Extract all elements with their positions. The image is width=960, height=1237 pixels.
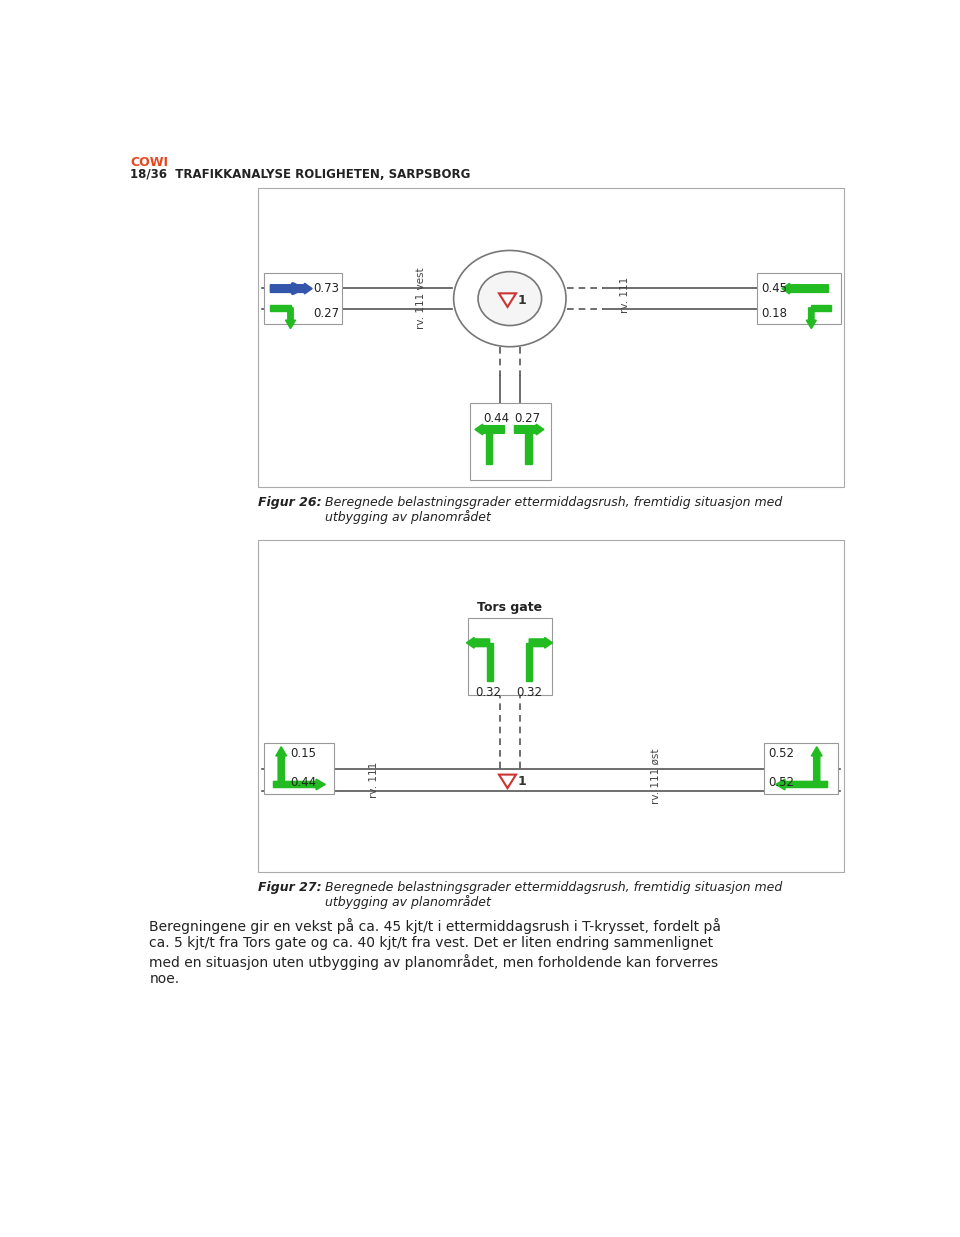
Bar <box>757 273 841 324</box>
FancyArrow shape <box>529 637 552 648</box>
Text: 0.44: 0.44 <box>291 777 317 789</box>
FancyArrow shape <box>525 429 532 464</box>
Text: Tors gate: Tors gate <box>477 601 542 614</box>
Bar <box>469 402 551 480</box>
Text: utbygging av planområdet: utbygging av planområdet <box>325 511 492 524</box>
FancyArrow shape <box>271 283 312 294</box>
Text: Beregnede belastningsgrader ettermiddagsrush, fremtidig situasjon med: Beregnede belastningsgrader ettermiddags… <box>325 882 782 894</box>
FancyArrow shape <box>515 424 544 435</box>
FancyArrow shape <box>526 643 532 682</box>
Text: 1: 1 <box>517 774 526 788</box>
Text: noe.: noe. <box>150 971 180 986</box>
FancyArrow shape <box>487 643 492 682</box>
Text: 0.18: 0.18 <box>761 307 788 319</box>
Polygon shape <box>499 293 516 307</box>
FancyArrow shape <box>781 283 828 294</box>
Text: med en situasjon uten utbygging av planområdet, men forholdende kan forverres: med en situasjon uten utbygging av plano… <box>150 954 719 970</box>
FancyArrow shape <box>811 747 822 785</box>
FancyArrow shape <box>274 779 325 790</box>
Text: 0.45: 0.45 <box>761 282 788 296</box>
Text: Figur 26:: Figur 26: <box>258 496 322 510</box>
Text: 1: 1 <box>517 293 526 307</box>
FancyArrow shape <box>806 308 816 329</box>
Text: rv. 111 vest: rv. 111 vest <box>416 267 425 329</box>
Text: 0.15: 0.15 <box>291 747 317 761</box>
FancyArrow shape <box>285 308 296 329</box>
Text: 0.32: 0.32 <box>516 685 542 699</box>
Text: rv. 111 øst: rv. 111 øst <box>651 748 660 804</box>
Text: Figur 27:: Figur 27: <box>258 882 322 894</box>
Text: 0.44: 0.44 <box>484 412 510 424</box>
FancyArrow shape <box>486 429 492 464</box>
Bar <box>258 188 844 487</box>
Bar <box>258 539 844 872</box>
Text: Beregnede belastningsgrader ettermiddagsrush, fremtidig situasjon med: Beregnede belastningsgrader ettermiddags… <box>325 496 782 510</box>
Ellipse shape <box>478 272 541 325</box>
Text: Beregningene gir en vekst på ca. 45 kjt/t i ettermiddagsrush i T-krysset, fordel: Beregningene gir en vekst på ca. 45 kjt/… <box>150 918 722 934</box>
Bar <box>264 273 342 324</box>
Text: rv. 111: rv. 111 <box>370 762 379 798</box>
Text: utbygging av planområdet: utbygging av planområdet <box>325 896 492 909</box>
FancyArrow shape <box>776 779 828 790</box>
FancyArrow shape <box>271 306 291 310</box>
Text: ca. 5 kjt/t fra Tors gate og ca. 40 kjt/t fra vest. Det er liten endring sammenl: ca. 5 kjt/t fra Tors gate og ca. 40 kjt/… <box>150 936 713 950</box>
Text: rv. 111: rv. 111 <box>619 277 630 313</box>
FancyArrow shape <box>475 424 504 435</box>
Text: 0.52: 0.52 <box>769 747 795 761</box>
Text: 18/36  TRAFIKKANALYSE ROLIGHETEN, SARPSBORG: 18/36 TRAFIKKANALYSE ROLIGHETEN, SARPSBO… <box>130 168 470 182</box>
Ellipse shape <box>454 250 566 346</box>
Text: 0.73: 0.73 <box>314 282 340 296</box>
Text: 0.32: 0.32 <box>476 685 502 699</box>
Text: 0.52: 0.52 <box>769 777 795 789</box>
Bar <box>764 743 838 794</box>
Text: 0.27: 0.27 <box>515 412 540 424</box>
Text: 0.27: 0.27 <box>314 307 340 319</box>
Bar <box>264 743 334 794</box>
FancyArrow shape <box>467 637 490 648</box>
FancyArrow shape <box>276 747 287 785</box>
Polygon shape <box>499 774 516 788</box>
Text: COWI: COWI <box>130 156 168 169</box>
FancyArrow shape <box>811 306 831 310</box>
Bar <box>468 618 552 695</box>
Text: fv. 118: fv. 118 <box>491 468 529 477</box>
